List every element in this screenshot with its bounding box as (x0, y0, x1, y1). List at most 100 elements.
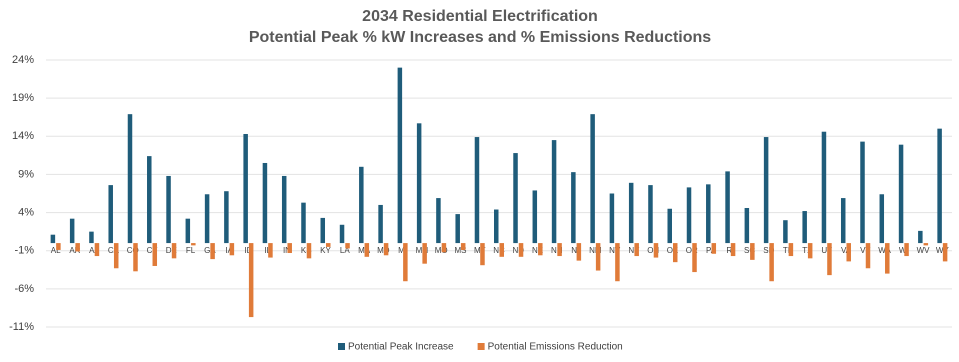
y-tick-label: -11% (9, 321, 34, 333)
y-tick-label: -1% (14, 245, 34, 257)
x-tick-label: ND (512, 246, 524, 255)
bar (185, 218, 191, 244)
bar (821, 131, 827, 244)
x-tick-label: IN (283, 246, 291, 255)
bar (262, 162, 268, 244)
bar (378, 204, 383, 244)
chart-title: 2034 Residential Electrification (362, 8, 598, 25)
x-tick-label: OR (686, 246, 698, 255)
bar (860, 141, 865, 244)
x-tick-label: UT (821, 246, 832, 255)
y-tick-label: 24% (12, 54, 34, 66)
x-tick-label: OH (647, 246, 659, 255)
x-tick-label: FL (186, 246, 196, 255)
bar (667, 208, 672, 244)
bar (204, 194, 210, 244)
bar (576, 243, 582, 261)
bar (730, 243, 736, 257)
bar (210, 243, 215, 260)
x-tick-label: NJ (571, 246, 581, 255)
legend-swatch (477, 343, 485, 350)
x-tick-label: OK (667, 246, 679, 255)
bar (268, 243, 273, 258)
bar (744, 207, 750, 244)
bar (846, 243, 851, 262)
bar (518, 243, 524, 257)
bar (441, 243, 447, 253)
bar (147, 156, 152, 244)
x-tick-label: VA (841, 246, 852, 255)
bar (455, 214, 460, 244)
bar (494, 209, 499, 244)
bar (918, 230, 923, 244)
x-tick-label: NH (551, 246, 563, 255)
bar (725, 171, 730, 244)
bar (166, 175, 171, 244)
bar (571, 172, 576, 244)
bar (827, 243, 832, 276)
x-tick-label: AL (51, 246, 61, 255)
x-tick-label: NC (493, 246, 505, 255)
legend-swatch (338, 343, 345, 350)
bar (807, 243, 813, 259)
bar (50, 234, 56, 244)
bar (56, 243, 61, 250)
x-tick-label: GA (204, 246, 216, 255)
x-tick-label: PA (706, 246, 717, 255)
x-tick-label: CA (108, 246, 120, 255)
bar (171, 243, 177, 259)
bar (898, 144, 904, 244)
bar (628, 182, 634, 244)
y-tick-label: 19% (12, 92, 34, 104)
bar (89, 231, 94, 244)
x-tick-label: ID (244, 246, 252, 255)
bar (551, 140, 557, 244)
bar (763, 137, 769, 244)
bar (287, 243, 292, 254)
x-tick-label: LA (340, 246, 350, 255)
x-tick-label: IA (225, 246, 233, 255)
legend-label: Potential Emissions Reduction (488, 342, 623, 353)
bar (229, 243, 235, 256)
bar (634, 243, 639, 257)
bar (345, 243, 350, 249)
bar (802, 211, 807, 244)
bar (769, 243, 774, 282)
x-tick-label: MA (358, 246, 371, 255)
bar (359, 166, 364, 244)
bar (474, 137, 480, 244)
y-tick-label: 9% (18, 168, 34, 180)
chart-subtitle: Potential Peak % kW Increases and % Emis… (249, 29, 711, 46)
x-tick-label: DE (166, 246, 177, 255)
bar (609, 193, 615, 244)
bar (788, 243, 794, 257)
x-tick-label: MN (416, 246, 429, 255)
bar (339, 224, 345, 244)
legend-label: Potential Peak Increase (348, 342, 454, 353)
bar (879, 194, 885, 244)
x-tick-label: AZ (89, 246, 99, 255)
bar (108, 185, 113, 244)
bar (127, 114, 133, 244)
x-tick-label: TN (783, 246, 794, 255)
x-tick-label: TX (802, 246, 813, 255)
bar (281, 175, 287, 244)
bar (686, 187, 692, 244)
bar (69, 218, 75, 244)
bar (590, 114, 595, 244)
bar (904, 243, 909, 257)
bar (436, 198, 441, 244)
bar (326, 243, 331, 247)
bar (480, 243, 485, 266)
x-tick-label: NY (628, 246, 640, 255)
bar (615, 243, 620, 282)
bar (364, 243, 370, 257)
bar (499, 243, 504, 257)
bar (672, 243, 678, 263)
x-tick-label: VT (860, 246, 870, 255)
bar (865, 243, 871, 269)
x-tick-label: WV (917, 246, 931, 255)
x-tick-label: CO (127, 246, 139, 255)
bar (133, 243, 138, 272)
